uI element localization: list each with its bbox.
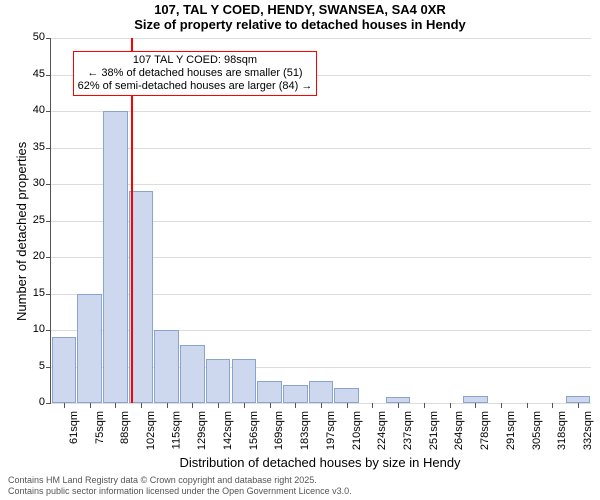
xtick-label: 210sqm — [351, 411, 363, 450]
xtick — [115, 403, 116, 408]
xtick — [90, 403, 91, 408]
xtick-label: 291sqm — [505, 411, 517, 450]
xtick-label: 115sqm — [171, 411, 183, 449]
histogram-bar — [334, 388, 359, 403]
xtick — [192, 403, 193, 408]
xtick-label: 224sqm — [376, 411, 388, 450]
xtick — [501, 403, 502, 408]
annotation-line2: ← 38% of detached houses are smaller (51… — [78, 67, 313, 80]
xtick — [552, 403, 553, 408]
xtick-label: 251sqm — [428, 411, 440, 450]
annotation-line3: 62% of semi-detached houses are larger (… — [78, 80, 313, 93]
histogram-bar — [283, 385, 308, 403]
ytick — [46, 294, 51, 295]
histogram-bar — [77, 294, 102, 404]
ytick — [46, 75, 51, 76]
ytick — [46, 257, 51, 258]
xtick-label: 75sqm — [94, 411, 106, 444]
ytick — [46, 184, 51, 185]
ytick — [46, 367, 51, 368]
ytick — [46, 403, 51, 404]
ytick — [46, 111, 51, 112]
ytick-label: 45 — [15, 68, 45, 80]
xtick — [424, 403, 425, 408]
histogram-bar — [232, 359, 257, 403]
ytick-label: 5 — [15, 360, 45, 372]
xtick-label: 156sqm — [248, 411, 260, 450]
footer-line2: Contains public sector information licen… — [8, 486, 352, 497]
xtick-label: 169sqm — [274, 411, 286, 450]
histogram-bar — [463, 396, 488, 403]
xtick — [295, 403, 296, 408]
xtick — [398, 403, 399, 408]
chart-container: 107, TAL Y COED, HENDY, SWANSEA, SA4 0XR… — [0, 0, 600, 500]
xtick — [244, 403, 245, 408]
y-axis-label: Number of detached properties — [14, 141, 29, 320]
xtick-label: 102sqm — [145, 411, 157, 450]
xtick — [372, 403, 373, 408]
xtick-label: 183sqm — [299, 411, 311, 450]
xtick — [218, 403, 219, 408]
plot-area: 0510152025303540455061sqm75sqm88sqm102sq… — [50, 38, 591, 404]
title-line2: Size of property relative to detached ho… — [0, 17, 600, 32]
histogram-bar — [206, 359, 231, 403]
histogram-bar — [180, 345, 205, 403]
xtick — [270, 403, 271, 408]
xtick — [321, 403, 322, 408]
footer-attribution: Contains HM Land Registry data © Crown c… — [8, 475, 352, 497]
ytick-label: 40 — [15, 104, 45, 116]
histogram-bar — [154, 330, 179, 403]
ytick-label: 50 — [15, 31, 45, 43]
xtick-label: 278sqm — [479, 411, 491, 450]
xtick-label: 61sqm — [68, 411, 80, 444]
xtick — [475, 403, 476, 408]
ytick-label: 10 — [15, 323, 45, 335]
xtick-label: 318sqm — [556, 411, 568, 450]
xtick — [450, 403, 451, 408]
ytick — [46, 38, 51, 39]
xtick — [347, 403, 348, 408]
histogram-bar — [309, 381, 334, 403]
xtick — [527, 403, 528, 408]
ytick — [46, 148, 51, 149]
xtick — [578, 403, 579, 408]
histogram-bar — [52, 337, 77, 403]
histogram-bar — [257, 381, 282, 403]
histogram-bar — [103, 111, 128, 403]
xtick-label: 264sqm — [454, 411, 466, 450]
xtick-label: 142sqm — [222, 411, 234, 450]
ytick — [46, 330, 51, 331]
xtick — [64, 403, 65, 408]
xtick — [167, 403, 168, 408]
xtick — [141, 403, 142, 408]
xtick-label: 129sqm — [196, 411, 208, 450]
xtick-label: 237sqm — [402, 411, 414, 450]
footer-line1: Contains HM Land Registry data © Crown c… — [8, 475, 352, 486]
xtick-label: 305sqm — [531, 411, 543, 450]
annotation-box: 107 TAL Y COED: 98sqm← 38% of detached h… — [73, 51, 318, 97]
annotation-line1: 107 TAL Y COED: 98sqm — [78, 54, 313, 67]
histogram-bar — [566, 396, 591, 403]
ytick-label: 0 — [15, 396, 45, 408]
x-axis-label: Distribution of detached houses by size … — [50, 455, 590, 470]
xtick-label: 197sqm — [325, 411, 337, 450]
xtick-label: 332sqm — [582, 411, 594, 450]
xtick-label: 88sqm — [119, 411, 131, 444]
ytick — [46, 221, 51, 222]
title-line1: 107, TAL Y COED, HENDY, SWANSEA, SA4 0XR — [0, 0, 600, 17]
